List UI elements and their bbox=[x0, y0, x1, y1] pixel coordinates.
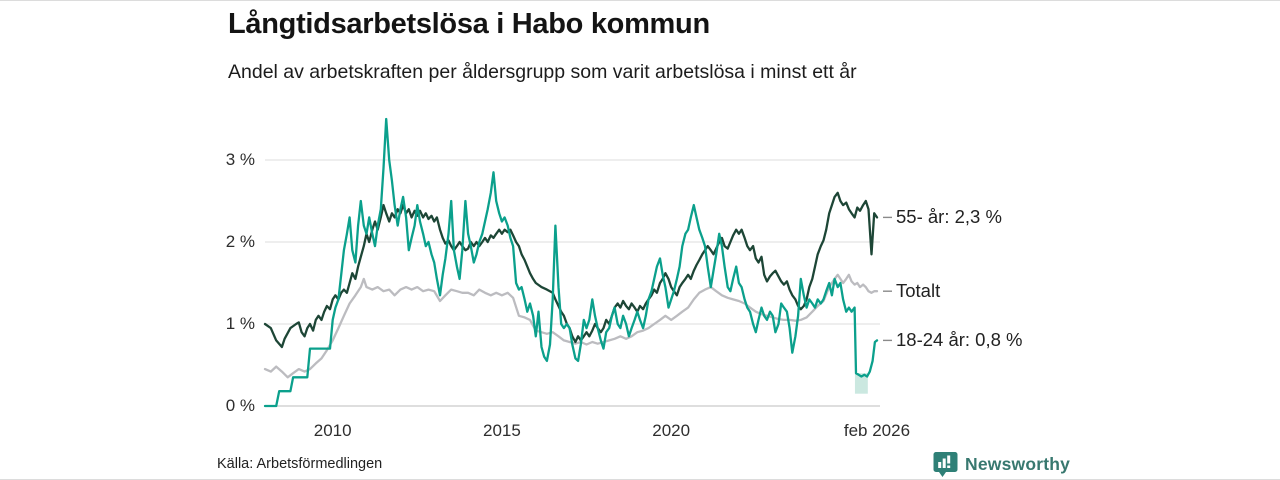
series-line-totalt bbox=[263, 273, 879, 379]
series-line-18-24 bbox=[263, 117, 879, 408]
chart-subtitle: Andel av arbetskraften per åldersgrupp s… bbox=[228, 61, 857, 83]
series-label-18-24: 18-24 år: 0,8 % bbox=[896, 329, 1023, 351]
newsworthy-wordmark: Newsworthy bbox=[965, 454, 1071, 474]
x-axis-tick-label: 2010 bbox=[313, 421, 352, 440]
source-note: Källa: Arbetsförmedlingen bbox=[217, 456, 383, 472]
x-axis-tick-label: 2020 bbox=[652, 421, 691, 440]
series-label-55plus: 55- år: 2,3 % bbox=[896, 206, 1002, 228]
y-axis-tick-label: 0 % bbox=[225, 396, 255, 415]
y-axis-tick-label: 2 % bbox=[225, 232, 255, 251]
top-border-line bbox=[0, 0, 1280, 1]
x-axis-tick-label: feb 2026 bbox=[843, 421, 911, 440]
newsworthy-logo[interactable]: Newsworthy bbox=[933, 451, 1070, 478]
chart-title: Långtidsarbetslösa i Habo kommun bbox=[228, 8, 710, 40]
series-label-totalt: Totalt bbox=[896, 280, 941, 302]
y-axis-tick-label: 1 % bbox=[225, 314, 255, 333]
y-axis-tick-label: 3 % bbox=[225, 150, 255, 169]
newsworthy-bubble-chart-icon bbox=[933, 451, 958, 478]
x-axis-tick-label: 2015 bbox=[483, 421, 521, 440]
recent-data-highlight-band bbox=[854, 373, 868, 394]
